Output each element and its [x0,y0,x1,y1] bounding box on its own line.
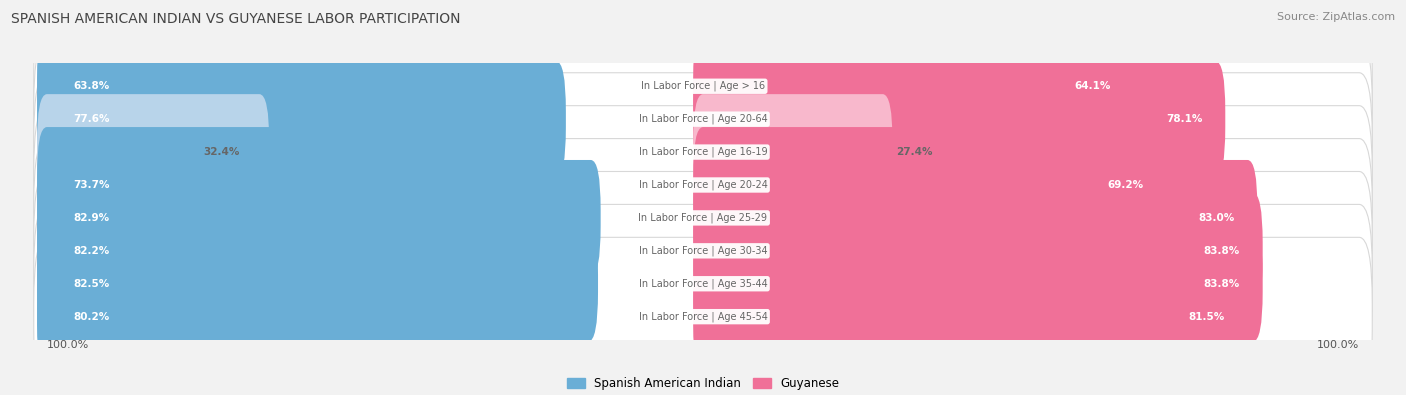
Text: 77.6%: 77.6% [73,114,110,124]
FancyBboxPatch shape [37,193,596,309]
FancyBboxPatch shape [34,7,1372,166]
FancyBboxPatch shape [34,139,1372,297]
Text: 82.5%: 82.5% [73,279,110,289]
FancyBboxPatch shape [34,40,1372,198]
FancyBboxPatch shape [693,61,1225,177]
Text: 82.2%: 82.2% [73,246,110,256]
Text: 82.9%: 82.9% [73,213,110,223]
FancyBboxPatch shape [34,237,1372,395]
FancyBboxPatch shape [693,28,1133,144]
Text: In Labor Force | Age 35-44: In Labor Force | Age 35-44 [638,278,768,289]
FancyBboxPatch shape [37,61,565,177]
FancyBboxPatch shape [37,28,475,144]
Text: 81.5%: 81.5% [1188,312,1225,322]
FancyBboxPatch shape [37,94,270,210]
FancyBboxPatch shape [34,171,1372,330]
FancyBboxPatch shape [693,226,1263,342]
Text: 83.8%: 83.8% [1204,246,1240,256]
FancyBboxPatch shape [693,94,893,210]
FancyBboxPatch shape [37,127,540,243]
Text: In Labor Force | Age 45-54: In Labor Force | Age 45-54 [638,311,768,322]
Text: 78.1%: 78.1% [1166,114,1202,124]
Text: 64.1%: 64.1% [1074,81,1111,91]
FancyBboxPatch shape [37,259,583,374]
Text: 80.2%: 80.2% [73,312,110,322]
Text: In Labor Force | Age 25-29: In Labor Force | Age 25-29 [638,213,768,223]
Text: 100.0%: 100.0% [46,340,89,350]
Text: In Labor Force | Age 20-64: In Labor Force | Age 20-64 [638,114,768,124]
Text: 27.4%: 27.4% [896,147,932,157]
Text: 73.7%: 73.7% [73,180,110,190]
FancyBboxPatch shape [693,127,1167,243]
Text: 83.8%: 83.8% [1204,279,1240,289]
Text: In Labor Force | Age 20-24: In Labor Force | Age 20-24 [638,180,768,190]
FancyBboxPatch shape [34,205,1372,363]
Text: In Labor Force | Age 16-19: In Labor Force | Age 16-19 [638,147,768,157]
FancyBboxPatch shape [37,226,598,342]
Text: Source: ZipAtlas.com: Source: ZipAtlas.com [1277,12,1395,22]
Legend: Spanish American Indian, Guyanese: Spanish American Indian, Guyanese [562,372,844,395]
Text: 63.8%: 63.8% [73,81,110,91]
Text: In Labor Force | Age > 16: In Labor Force | Age > 16 [641,81,765,92]
FancyBboxPatch shape [693,193,1263,309]
Text: In Labor Force | Age 30-34: In Labor Force | Age 30-34 [638,246,768,256]
Text: 83.0%: 83.0% [1198,213,1234,223]
Text: 69.2%: 69.2% [1108,180,1144,190]
Text: 32.4%: 32.4% [204,147,240,157]
Text: 100.0%: 100.0% [1317,340,1360,350]
FancyBboxPatch shape [37,160,600,276]
Text: SPANISH AMERICAN INDIAN VS GUYANESE LABOR PARTICIPATION: SPANISH AMERICAN INDIAN VS GUYANESE LABO… [11,12,461,26]
FancyBboxPatch shape [693,259,1247,374]
FancyBboxPatch shape [693,160,1257,276]
FancyBboxPatch shape [34,106,1372,264]
FancyBboxPatch shape [34,73,1372,231]
